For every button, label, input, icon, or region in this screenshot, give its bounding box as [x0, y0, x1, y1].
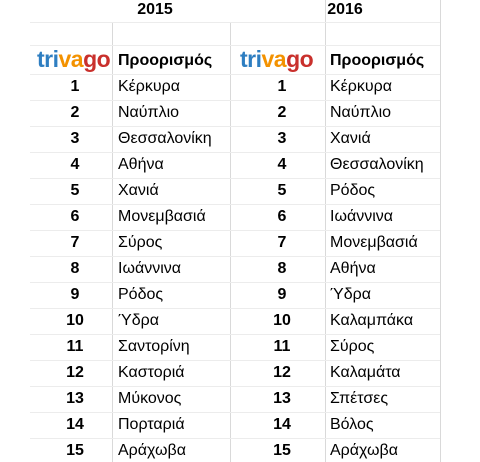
rank: 12: [273, 364, 291, 381]
logo-part: va: [58, 46, 84, 72]
destination: Κέρκυρα: [330, 78, 393, 95]
rank: 9: [277, 286, 287, 303]
rank: 15: [273, 442, 291, 459]
grid-line: [30, 282, 440, 283]
destination: Θεσσαλονίκη: [330, 156, 424, 173]
grid-line: [30, 334, 440, 335]
destination: Ρόδος: [118, 286, 164, 303]
grid-line: [325, 0, 326, 462]
grid-line: [30, 256, 440, 257]
grid-line: [112, 22, 113, 462]
destination: Καλαμάτα: [330, 364, 401, 381]
rank: 7: [277, 234, 287, 251]
rank: 14: [66, 416, 84, 433]
destination: Σαντορίνη: [118, 338, 190, 355]
destination: Μονεμβασιά: [330, 234, 418, 251]
rank: 4: [277, 156, 287, 173]
destination: Σπέτσες: [330, 390, 389, 407]
rank: 13: [66, 390, 84, 407]
trivago-logo: trivago: [37, 46, 111, 72]
rank: 5: [70, 182, 80, 199]
destination: Πορταριά: [118, 416, 185, 433]
destination: Ύδρα: [118, 312, 159, 329]
destination: Καλαμπάκα: [330, 312, 414, 329]
destination: Βόλος: [330, 416, 374, 433]
year-heading: 2016: [327, 1, 363, 18]
rank: 2: [277, 104, 287, 121]
destination: Σύρος: [118, 234, 163, 251]
destination: Θεσσαλονίκη: [118, 130, 212, 147]
rank: 3: [277, 130, 287, 147]
rank: 9: [70, 286, 80, 303]
column-header: Προορισμός: [118, 52, 213, 69]
rank: 1: [70, 78, 80, 95]
grid-line: [230, 22, 231, 462]
rank: 15: [66, 442, 84, 459]
rank: 12: [66, 364, 84, 381]
rank: 10: [66, 312, 84, 329]
rank: 4: [70, 156, 80, 173]
rank: 2: [70, 104, 80, 121]
grid-line: [30, 204, 440, 205]
rank: 11: [273, 338, 291, 355]
rank: 11: [66, 338, 84, 355]
logo-part: tri: [37, 46, 59, 72]
rank: 8: [70, 260, 80, 277]
logo-part: va: [261, 46, 287, 72]
destination: Ιωάννινα: [118, 260, 181, 277]
destination: Αράχωβα: [330, 442, 398, 459]
grid-line: [30, 308, 440, 309]
rank: 5: [277, 182, 287, 199]
destination: Ύδρα: [330, 286, 371, 303]
destination: Μονεμβασιά: [118, 208, 206, 225]
grid-line: [30, 126, 440, 127]
grid-line: [30, 22, 440, 23]
logo-part: go: [83, 46, 111, 72]
grid-line: [30, 386, 440, 387]
rank: 13: [273, 390, 291, 407]
rank: 6: [277, 208, 287, 225]
rank: 3: [70, 130, 80, 147]
destination: Χανιά: [118, 182, 159, 199]
destination: Μύκονος: [118, 390, 182, 407]
grid-line: [30, 152, 440, 153]
trivago-logo: trivago: [240, 46, 314, 72]
year-heading: 2015: [137, 1, 173, 18]
grid-line: [30, 360, 440, 361]
grid-line: [30, 45, 440, 46]
destination: Ρόδος: [330, 182, 376, 199]
grid-line: [30, 74, 440, 75]
rank: 14: [273, 416, 291, 433]
destination: Κέρκυρα: [118, 78, 181, 95]
destination: Αθήνα: [330, 260, 376, 277]
grid-line: [30, 100, 440, 101]
destination: Ιωάννινα: [330, 208, 393, 225]
destination: Χανιά: [330, 130, 371, 147]
column-header: Προορισμός: [330, 52, 425, 69]
destination: Καστοριά: [118, 364, 185, 381]
destination: Σύρος: [330, 338, 375, 355]
grid-line: [30, 178, 440, 179]
grid-line: [440, 0, 441, 462]
grid-line: [30, 438, 440, 439]
rank: 1: [277, 78, 287, 95]
destination: Αράχωβα: [118, 442, 186, 459]
destination: Αθήνα: [118, 156, 164, 173]
grid-line: [30, 230, 440, 231]
rank: 10: [273, 312, 291, 329]
destination: Ναύπλιο: [118, 104, 180, 121]
grid-line: [30, 412, 440, 413]
rank: 8: [277, 260, 287, 277]
logo-part: tri: [240, 46, 262, 72]
rank: 6: [70, 208, 80, 225]
logo-part: go: [286, 46, 314, 72]
rank: 7: [70, 234, 80, 251]
destination: Ναύπλιο: [330, 104, 392, 121]
